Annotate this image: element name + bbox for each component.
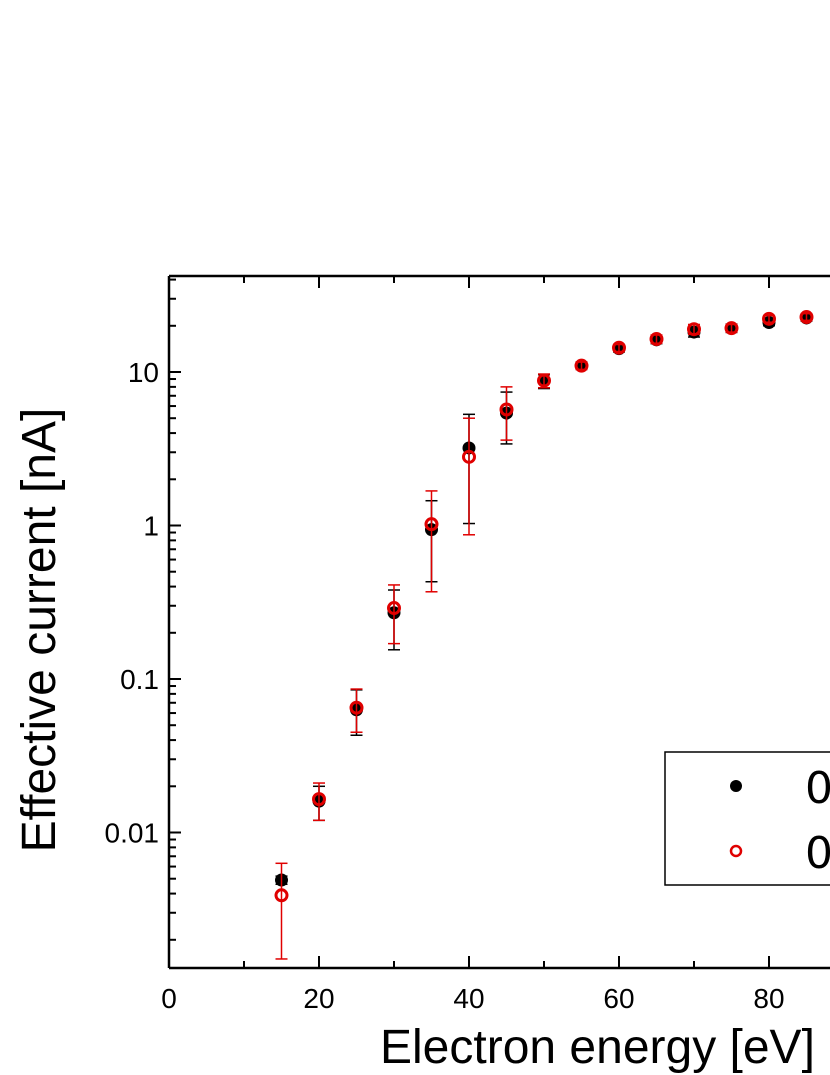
tick-labels: 0 20 40 60 80 0.01 0.1 1 10	[105, 357, 785, 1014]
legend-box	[664, 751, 830, 886]
data-point	[349, 700, 364, 715]
legend: 0 0	[664, 751, 830, 886]
data-point	[724, 321, 739, 336]
axes	[167, 274, 830, 970]
legend-marker-series-2	[729, 844, 743, 858]
data-point	[312, 792, 326, 807]
y-tick-label: 10	[128, 357, 159, 388]
legend-marker-series-1	[730, 780, 742, 792]
legend-label-series-1: 0	[805, 763, 830, 814]
data-point	[499, 402, 514, 417]
data-point	[762, 311, 776, 326]
x-tick-label: 80	[753, 983, 784, 1014]
data-point	[799, 310, 814, 325]
y-tick-label: 0.1	[120, 664, 159, 695]
data-point	[649, 332, 664, 347]
ticks	[169, 276, 770, 968]
data-point	[612, 340, 626, 355]
series-2	[274, 310, 814, 960]
data-point	[537, 373, 551, 388]
legend-label-series-2: 0	[805, 828, 830, 879]
data-point	[274, 888, 289, 903]
x-tick-label: 0	[161, 983, 177, 1014]
data-point	[687, 322, 701, 337]
x-tick-label: 60	[603, 983, 634, 1014]
series-layer	[274, 310, 814, 960]
x-axis-title: Electron energy [eV]	[380, 1021, 815, 1074]
x-tick-label: 20	[303, 983, 334, 1014]
y-tick-label: 1	[143, 511, 159, 542]
data-point	[462, 449, 476, 464]
data-point	[574, 358, 589, 373]
data-point	[424, 517, 439, 532]
y-axis-title: Effective current [nA]	[13, 408, 66, 853]
data-point	[387, 601, 401, 616]
x-tick-label: 40	[453, 983, 484, 1014]
y-tick-label: 0.01	[105, 818, 160, 849]
